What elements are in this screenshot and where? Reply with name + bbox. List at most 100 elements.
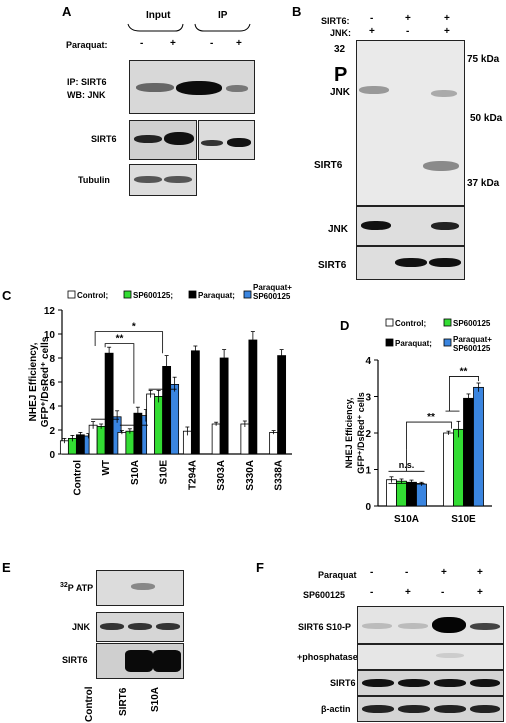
ip-group-label: IP	[218, 10, 228, 21]
sig-label: **	[427, 412, 435, 423]
bar	[277, 355, 287, 455]
panel-f-letter: F	[256, 560, 264, 575]
legend-label: Paraquat;	[198, 291, 235, 300]
p32-number: 32	[334, 44, 346, 55]
y-tick-label: 1	[365, 466, 371, 477]
blot-sirt6-f	[357, 670, 504, 696]
paraquat-label: Paraquat:	[66, 40, 108, 50]
legend-swatch	[67, 290, 76, 299]
y-tick-label: 2	[365, 429, 371, 440]
sp-sign: +	[405, 587, 411, 598]
legend-swatch	[443, 318, 452, 327]
jnk-sign: +	[369, 26, 375, 37]
jnk-row-label: JNK:	[330, 28, 352, 38]
legend-swatch	[243, 290, 252, 299]
jnk-sign: -	[406, 26, 410, 37]
legend-label: SP600125	[253, 292, 291, 301]
sig-label: **	[116, 334, 124, 345]
y-tick-label: 6	[49, 378, 55, 389]
y-tick-label: 12	[44, 306, 56, 317]
row-label-ip: IP: SIRT6 WB: JNK	[67, 77, 107, 100]
legend-swatch	[385, 318, 394, 327]
sirt6-row-label: SIRT6:	[321, 16, 350, 26]
bar	[219, 357, 229, 455]
y-tick-label: 3	[365, 393, 371, 404]
bar	[117, 431, 127, 455]
sp-sign: -	[441, 587, 445, 598]
lane-sign: +	[236, 38, 242, 49]
jnk-sign: +	[444, 26, 450, 37]
legend-swatch	[123, 290, 132, 299]
panel-e-letter: E	[2, 560, 11, 575]
lane-sign: -	[210, 38, 214, 49]
mw-50: 50 kDa	[470, 113, 503, 124]
paraquat-sign: -	[370, 567, 374, 578]
atp-text: ATP	[75, 583, 94, 593]
bar	[75, 434, 85, 455]
category-label: WT	[101, 460, 112, 476]
blot-sirt6-ip	[198, 120, 255, 160]
legend-label: Paraquat+	[453, 335, 492, 344]
blot-32p-autorad	[356, 40, 465, 206]
bar	[463, 397, 474, 507]
bar	[146, 393, 156, 455]
sirt6-sign: -	[370, 13, 374, 24]
atp-p: P	[67, 583, 74, 593]
y-axis-label-2: GFP⁺/DsRed⁺ cells	[40, 336, 51, 427]
sirt6-sign: +	[444, 13, 450, 24]
paraquat-sign: -	[405, 567, 409, 578]
paraquat-label-f: Paraquat	[318, 570, 357, 580]
mw-75: 75 kDa	[467, 54, 500, 65]
category-label: S10E	[451, 514, 476, 525]
bar	[453, 428, 464, 507]
sig-label: n.s.	[399, 460, 415, 470]
blot-sirt6-b	[356, 246, 465, 280]
group-brackets	[127, 23, 251, 32]
panel-c-letter: C	[2, 288, 12, 303]
row-label-tubulin: Tubulin	[78, 175, 110, 185]
legend-label: Paraquat+	[253, 284, 292, 292]
y-axis-label: NHEJ Efficiency,	[28, 342, 39, 421]
lane-sign: -	[140, 38, 144, 49]
bar	[473, 386, 484, 507]
row-label-sirt6: SIRT6	[91, 134, 117, 144]
blot-phosphatase	[357, 644, 504, 670]
bar	[211, 423, 221, 455]
blot-ip-jnk	[129, 60, 255, 114]
y-tick-label: 4	[365, 356, 371, 367]
lane-sirt6: SIRT6	[118, 687, 129, 716]
bar	[396, 480, 407, 507]
blot-label-sirt6: SIRT6	[314, 160, 343, 171]
bar	[240, 423, 250, 455]
sig-bracket	[104, 343, 135, 404]
blot-label-jnk: JNK	[330, 87, 351, 98]
blot-sirt6-input	[129, 120, 197, 160]
blot-jnk	[356, 206, 465, 246]
y-tick-label: 2	[49, 426, 55, 437]
bar	[162, 366, 172, 455]
panel-a-letter: A	[62, 4, 72, 19]
y-tick-label: 4	[49, 402, 55, 413]
panel-d-letter: D	[340, 318, 350, 333]
y-tick-label: 0	[365, 502, 371, 513]
row-label-phosphatase: +phosphatase	[297, 652, 358, 662]
category-label: S330A	[245, 460, 256, 491]
bar	[170, 384, 180, 455]
bar	[406, 481, 417, 507]
legend-label: Control;	[77, 291, 108, 300]
blot-sirt6-e	[96, 643, 184, 679]
sig-label: **	[460, 366, 468, 377]
sig-bracket	[406, 421, 452, 450]
sirt6-sign: +	[405, 13, 411, 24]
bar	[443, 432, 454, 507]
y-tick-label: 0	[49, 450, 55, 461]
row-label-jnk-e: JNK	[72, 622, 91, 632]
legend-swatch	[385, 338, 394, 347]
p32-letter: P	[334, 64, 348, 86]
bar	[269, 431, 279, 455]
bar	[248, 339, 258, 455]
bar	[133, 412, 143, 455]
y-tick-label: 8	[49, 354, 55, 365]
paraquat-sign: +	[441, 567, 447, 578]
y-axis-label: NHEJ Efficiency,	[344, 398, 354, 469]
